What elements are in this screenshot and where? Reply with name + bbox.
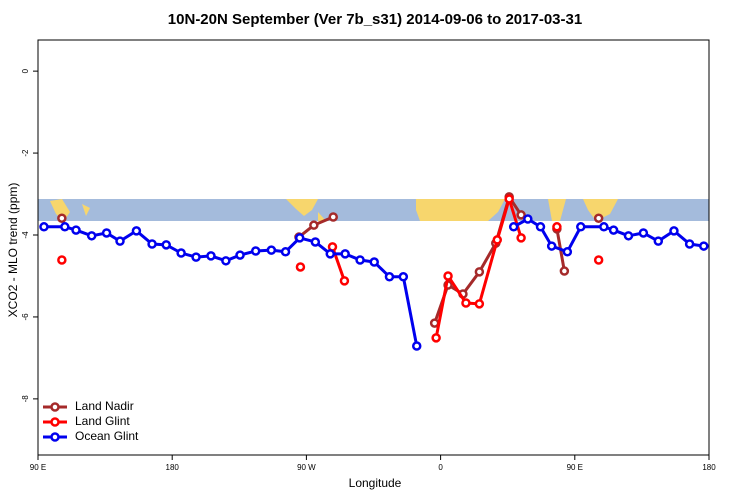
data-point [384, 272, 395, 282]
data-point [235, 250, 245, 260]
data-point [516, 210, 526, 220]
plot-frame [37, 39, 710, 456]
legend-label: Ocean Glint [75, 429, 139, 443]
data-point [39, 222, 49, 232]
legend-marker [50, 417, 60, 427]
data-point [552, 222, 562, 232]
data-point [280, 247, 291, 257]
data-point [147, 239, 157, 249]
data-point [369, 257, 379, 267]
map-band [38, 199, 709, 221]
data-point [623, 231, 634, 241]
data-point [608, 225, 619, 235]
data-point [294, 233, 305, 243]
y-tick-label: -4 [21, 231, 30, 239]
data-point [206, 251, 216, 261]
data-point [474, 267, 485, 277]
data-point [328, 212, 338, 222]
x-axis-label: Longitude [349, 476, 402, 490]
data-point [309, 220, 319, 230]
x-tick-label: 0 [438, 463, 443, 472]
data-point [429, 318, 440, 328]
data-point [492, 235, 503, 245]
data-point [340, 249, 350, 259]
data-point [339, 276, 350, 286]
data-point [474, 299, 485, 309]
data-point [599, 222, 609, 232]
x-tick-label: 90 E [567, 463, 583, 472]
data-point [411, 341, 422, 351]
data-point [86, 231, 97, 241]
data-point [699, 241, 709, 251]
y-tick-label: -6 [21, 313, 30, 321]
chart-title: 10N-20N September (Ver 7b_s31) 2014-09-0… [168, 11, 582, 28]
data-point [191, 252, 201, 262]
data-point [250, 246, 261, 256]
data-point [593, 213, 604, 223]
x-tick-label: 90 E [30, 463, 46, 472]
legend-marker [50, 402, 60, 412]
data-point [576, 222, 586, 232]
x-tick-label: 180 [702, 463, 716, 472]
y-axis-label: XCO2 - MLO trend (ppm) [6, 183, 20, 318]
data-point [266, 245, 277, 255]
data-point [559, 266, 570, 276]
data-point [653, 236, 664, 246]
data-point [535, 222, 546, 232]
data-point [684, 239, 695, 249]
data-point [115, 236, 125, 246]
y-tick-label: -8 [21, 395, 30, 403]
data-point [669, 226, 679, 236]
data-point [508, 222, 519, 232]
data-point [355, 255, 365, 265]
data-point [516, 233, 526, 243]
data-point [431, 333, 441, 343]
legend-label: Land Glint [75, 414, 130, 428]
data-point [562, 247, 573, 257]
data-point [57, 213, 67, 223]
data-point [221, 256, 231, 266]
data-point [101, 228, 112, 238]
data-point [504, 194, 514, 204]
data-point [176, 248, 186, 258]
data-point [398, 272, 409, 282]
data-point [638, 228, 649, 238]
data-point [57, 255, 67, 265]
legend-label: Land Nadir [75, 399, 134, 413]
data-point [60, 222, 70, 232]
x-tick-label: 180 [166, 463, 180, 472]
data-point [295, 262, 306, 272]
data-point [131, 226, 142, 236]
data-point [461, 298, 471, 308]
y-tick-label: 0 [21, 68, 30, 73]
data-point [443, 271, 453, 281]
data-point [161, 240, 171, 250]
data-point [523, 214, 533, 224]
x-tick-label: 90 W [297, 463, 316, 472]
data-point [325, 249, 336, 259]
data-point [546, 241, 557, 251]
data-point [71, 225, 81, 235]
data-point [310, 237, 321, 247]
data-point [593, 255, 604, 265]
legend-marker [50, 432, 60, 442]
y-tick-label: -2 [21, 149, 30, 157]
